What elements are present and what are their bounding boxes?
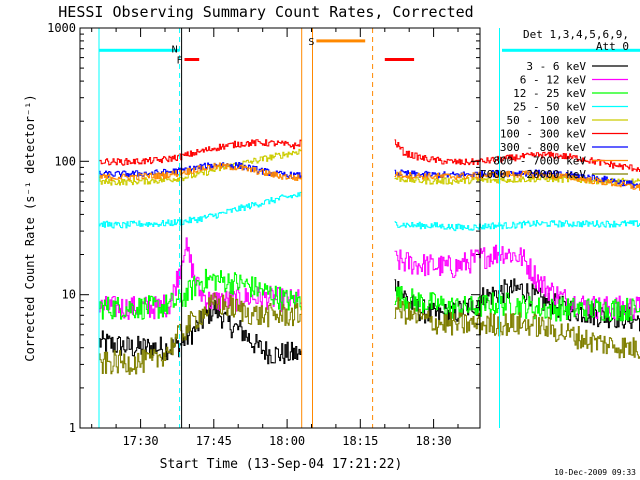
- x-axis-label: Start Time (13-Sep-04 17:21:22): [160, 457, 403, 472]
- flag-bar-2: [502, 48, 640, 52]
- x-tick-label-1800: 18:00: [269, 434, 305, 448]
- legend-label-6: 100 - 300 keV: [500, 128, 586, 141]
- series-line-6-segment-1: [99, 139, 302, 166]
- chart-title: HESSI Observing Summary Count Rates, Cor…: [58, 3, 473, 21]
- plot-content: S FN: [98, 28, 640, 428]
- series-line-8-segment-1: [99, 162, 302, 181]
- x-tick-label-1745: 17:45: [196, 434, 232, 448]
- series-line-1-segment-2: [394, 278, 640, 332]
- series-line-4-segment-2: [394, 220, 640, 232]
- plot-frame: [79, 27, 481, 429]
- axes: 1 10 100 1000 17:30 17:45 18:00 18:15 18:30: [47, 21, 480, 448]
- series-line-7-segment-1: [99, 162, 302, 179]
- legend-label-8: 800 - 7000 keV: [493, 155, 586, 168]
- flag-label-s: S: [308, 37, 314, 48]
- y-tick-label-1000: 1000: [47, 21, 76, 35]
- flag-bar-5: [384, 58, 415, 61]
- x-tick-label-1730: 17:30: [123, 434, 159, 448]
- legend-label-4: 25 - 50 keV: [513, 101, 586, 114]
- y-axis-label: Corrected Count Rate (s⁻¹ detector⁻¹): [23, 94, 37, 361]
- flag-label-n: N: [172, 45, 178, 56]
- legend-label-5: 50 - 100 keV: [507, 114, 587, 127]
- legend-label-3: 12 - 25 keV: [513, 87, 586, 100]
- series-line-6-segment-2: [394, 139, 640, 172]
- legend-label-1: 3 - 6 keV: [526, 60, 586, 73]
- series-line-5-segment-1: [99, 148, 302, 186]
- legend-label-7: 300 - 800 keV: [500, 141, 586, 154]
- flag-label-f: F: [176, 56, 182, 67]
- y-tick-label-10: 10: [62, 288, 76, 302]
- series-line-3-segment-1: [99, 268, 302, 320]
- y-tick-label-1: 1: [69, 421, 76, 435]
- flag-bar-3: [316, 39, 366, 43]
- series-line-2-segment-2: [394, 244, 640, 320]
- x-tick-label-1830: 18:30: [416, 434, 452, 448]
- series-line-9-segment-1: [99, 292, 302, 375]
- y-tick-label-100: 100: [54, 154, 76, 168]
- x-tick-label-1815: 18:15: [342, 434, 378, 448]
- flag-bar-1: [99, 48, 180, 52]
- legend-label-9: 7000 - 20000 keV: [480, 168, 586, 181]
- footer-timestamp: 10-Dec-2009 09:33: [554, 468, 636, 477]
- legend-header-line-2: Att 0: [596, 40, 629, 53]
- series-line-3-segment-2: [394, 286, 640, 322]
- legend-label-2: 6 - 12 keV: [520, 74, 587, 87]
- series-line-9-segment-2: [394, 297, 640, 359]
- series-line-4-segment-1: [99, 191, 302, 229]
- flag-bar-4: [184, 58, 200, 61]
- legend-header-line-1: Det 1,3,4,5,6,9,: [523, 28, 629, 41]
- series-line-8-segment-2: [394, 170, 640, 191]
